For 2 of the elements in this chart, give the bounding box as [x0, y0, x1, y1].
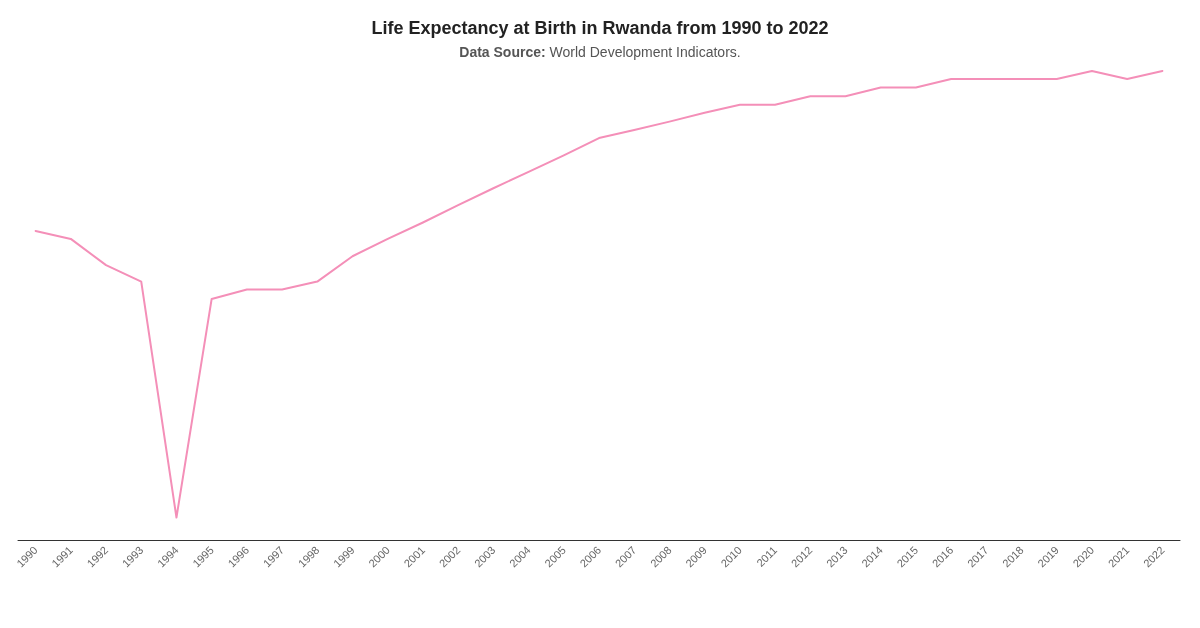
chart-title: Life Expectancy at Birth in Rwanda from 1990 to 2022 — [371, 18, 829, 38]
chart-subtitle: Data Source: World Development Indicators. — [459, 44, 741, 60]
